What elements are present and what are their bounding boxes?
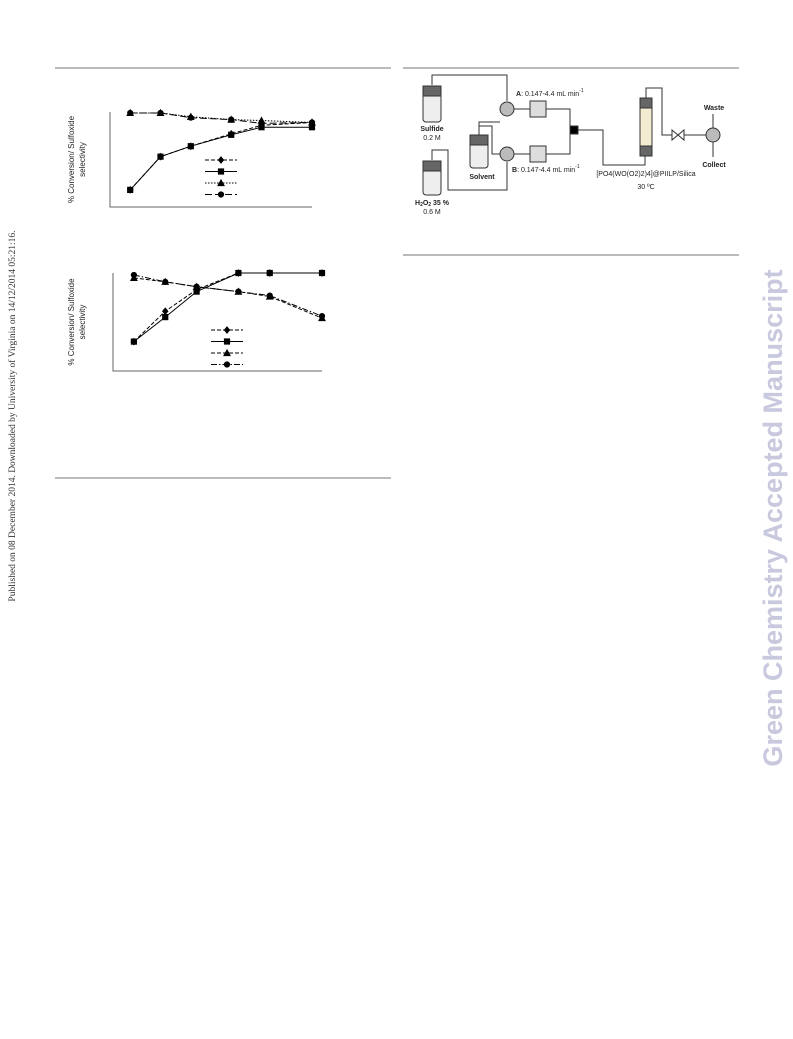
pump	[499, 101, 515, 117]
marker	[161, 307, 169, 316]
marker	[258, 120, 265, 127]
axis	[109, 112, 312, 208]
marker	[127, 109, 134, 117]
back-pressure-valve	[671, 128, 685, 142]
label: [PO4(WO(O2)2)4]@PIILP/Silica	[596, 171, 695, 178]
y-axis-label-line: % Conversion/ Sulfoxide	[67, 115, 76, 203]
marker	[223, 338, 231, 345]
tube	[478, 121, 500, 155]
marker	[235, 269, 242, 277]
label-part: 2	[420, 202, 423, 208]
diagram-labels: Sulfide 0.2 M H2O2 35 % 0.6 M Solvent A:…	[415, 88, 726, 216]
valve	[529, 100, 547, 118]
y-axis-label-line: % Conversion/ Sulfoxide	[67, 278, 76, 366]
label: H2O2 35 %	[415, 200, 450, 208]
column-end	[639, 145, 653, 157]
marker	[228, 131, 235, 138]
axis	[112, 273, 322, 372]
pump	[499, 146, 515, 162]
marker	[217, 156, 225, 164]
series-line	[129, 126, 312, 191]
label-part: : 0.147-4.4 mL min	[517, 167, 575, 174]
series-line	[133, 274, 323, 317]
series-line	[130, 112, 313, 124]
y-axis-label-line: selectivity	[78, 142, 87, 177]
tube	[431, 149, 508, 191]
flow-diagram	[422, 74, 721, 196]
marker	[318, 269, 326, 277]
marker	[217, 168, 225, 175]
label-part: B	[512, 167, 517, 174]
marker	[130, 338, 138, 345]
marker	[157, 153, 164, 160]
marker	[162, 314, 169, 321]
label-part: 35 %	[431, 200, 450, 207]
marker	[235, 288, 242, 295]
marker	[266, 292, 273, 299]
tube	[645, 87, 714, 157]
label-part: -1	[579, 88, 584, 94]
label-part: : 0.147-4.4 mL min	[521, 91, 579, 98]
collector	[705, 127, 721, 143]
side-note: Published on 08 December 2014. Downloade…	[7, 230, 18, 601]
bottle-cap	[422, 85, 442, 97]
series-line	[133, 272, 322, 342]
marker	[318, 313, 326, 320]
marker	[187, 143, 194, 150]
bottle-cap	[469, 134, 489, 146]
y-axis-label: % Conversion/ Sulfoxide selectivity	[67, 278, 87, 366]
column-end	[639, 97, 653, 109]
label-part: H	[415, 200, 420, 207]
label: 0.2 M	[423, 135, 441, 142]
tube	[514, 108, 646, 166]
y-axis-label: % Conversion/ Sulfoxide selectivity	[67, 115, 87, 203]
label-part: O	[423, 200, 429, 207]
bottle-cap	[422, 160, 442, 172]
label: Solvent	[469, 174, 495, 181]
marker	[223, 326, 231, 334]
label: Sulfide	[420, 126, 443, 133]
watermark: Green Chemistry Accepted Manuscript	[758, 269, 788, 766]
marker	[223, 361, 231, 368]
valve	[529, 145, 547, 163]
label: 30 ºC	[637, 184, 654, 191]
y-axis-label-line: selectivity	[78, 305, 87, 340]
label: Waste	[704, 105, 724, 112]
marker	[157, 109, 164, 117]
label: 0.6 M	[423, 209, 441, 216]
marker	[127, 186, 134, 194]
marker	[217, 191, 225, 198]
label: Collect	[702, 162, 726, 169]
label-part: A	[516, 91, 521, 98]
marker	[266, 269, 273, 277]
marker	[193, 283, 200, 290]
tube	[431, 74, 508, 101]
marker	[217, 178, 225, 187]
marker	[130, 271, 137, 279]
marker	[187, 114, 194, 121]
mixer	[569, 125, 579, 135]
marker	[223, 348, 231, 357]
marker	[162, 278, 169, 285]
label-part: 2	[428, 202, 431, 208]
label: B: 0.147-4.4 mL min-1	[512, 164, 580, 174]
series-line	[133, 272, 322, 342]
label: A: 0.147-4.4 mL min-1	[516, 88, 584, 98]
marker	[228, 116, 235, 123]
label-part: -1	[575, 164, 580, 170]
marker	[308, 119, 316, 126]
